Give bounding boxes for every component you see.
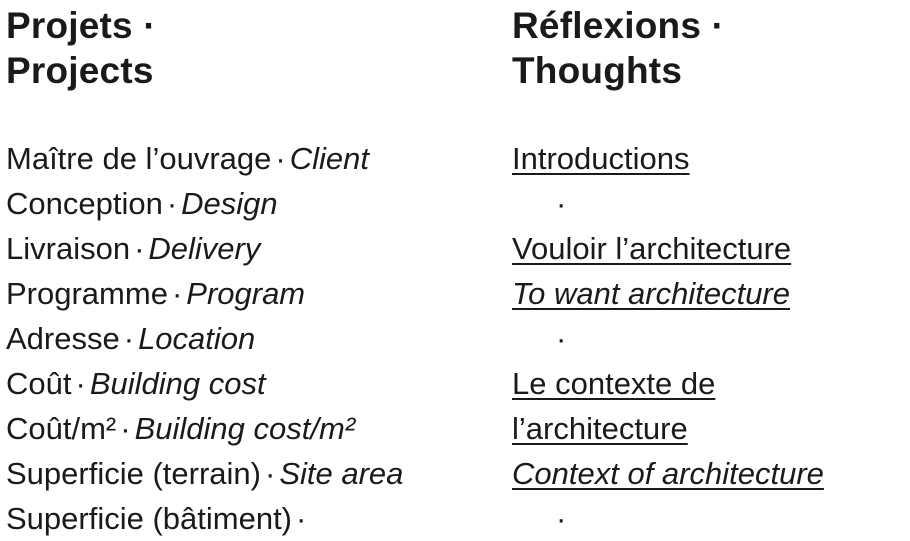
- link-vouloir-architecture[interactable]: Vouloir l’architecture: [512, 231, 792, 266]
- field-label-en: Location: [138, 321, 256, 356]
- separator-dot: ·: [275, 141, 286, 176]
- field-label-en: Building cost/m²: [134, 411, 356, 446]
- field-label-fr: Maître de l’ouvrage: [6, 141, 272, 176]
- field-label-en: Building cost: [89, 366, 266, 401]
- separator-dot: ·: [171, 276, 183, 311]
- thoughts-links-list: Introductions · Vouloir l’architecture T…: [512, 136, 824, 541]
- project-fields-list: Maître de l’ouvrage · Client Conception · De…: [6, 136, 403, 541]
- thoughts-column: Réflexions · Thoughts Introductions · Vo…: [512, 0, 908, 536]
- projects-heading-en: Projects: [6, 50, 154, 91]
- separator-dot: ·: [556, 186, 567, 221]
- thoughts-heading: Réflexions · Thoughts: [512, 0, 908, 93]
- projects-heading: Projets · Projects: [6, 0, 506, 93]
- field-label-fr: Adresse: [6, 321, 120, 356]
- thoughts-heading-fr: Réflexions ·: [512, 5, 725, 46]
- field-label-fr: Coût: [6, 366, 72, 401]
- separator-dot: ·: [296, 501, 307, 536]
- separator-dot: ·: [264, 456, 276, 491]
- separator-dot: ·: [166, 186, 178, 221]
- separator-dot: ·: [556, 501, 567, 536]
- field-label-fr: Coût/m²: [6, 411, 117, 446]
- field-label-en: Site area: [279, 456, 404, 491]
- separator-dot: ·: [75, 366, 86, 401]
- field-building-cost: Coût · Building cost: [6, 361, 403, 406]
- separator-dot: ·: [134, 231, 145, 266]
- field-label-en: Delivery: [148, 231, 261, 266]
- field-design: Conception · Design: [6, 181, 403, 226]
- field-label-fr: Superficie (bâtiment): [6, 501, 293, 536]
- link-introductions[interactable]: Introductions: [512, 141, 690, 176]
- field-client: Maître de l’ouvrage · Client: [6, 136, 403, 181]
- field-label-en: Program: [186, 276, 306, 311]
- field-label-fr: Livraison: [6, 231, 131, 266]
- link-context-of-architecture[interactable]: Context of architecture: [512, 456, 824, 491]
- link-contexte-architecture-line1[interactable]: Le contexte de: [512, 366, 716, 401]
- field-label-fr: Superficie (terrain): [6, 456, 261, 491]
- field-site-area: Superficie (terrain) · Site area: [6, 451, 403, 496]
- link-to-want-architecture[interactable]: To want architecture: [512, 276, 791, 311]
- field-label-en: Client: [289, 141, 369, 176]
- field-label-en: Design: [181, 186, 278, 221]
- separator-dot: ·: [556, 321, 567, 356]
- field-label-fr: Conception: [6, 186, 163, 221]
- field-label-fr: Programme: [6, 276, 168, 311]
- separator-dot: ·: [123, 321, 135, 356]
- thoughts-heading-en: Thoughts: [512, 50, 683, 91]
- field-location: Adresse · Location: [6, 316, 403, 361]
- field-program: Programme · Program: [6, 271, 403, 316]
- field-delivery: Livraison · Delivery: [6, 226, 403, 271]
- projects-heading-fr: Projets ·: [6, 5, 156, 46]
- link-contexte-architecture-line2[interactable]: l’architecture: [512, 411, 688, 446]
- field-building-area: Superficie (bâtiment) ·: [6, 496, 403, 541]
- separator-dot: ·: [120, 411, 131, 446]
- field-building-cost-per-m2: Coût/m² · Building cost/m²: [6, 406, 403, 451]
- projects-column: Projets · Projects Maître de l’ouvrage · C…: [6, 0, 506, 536]
